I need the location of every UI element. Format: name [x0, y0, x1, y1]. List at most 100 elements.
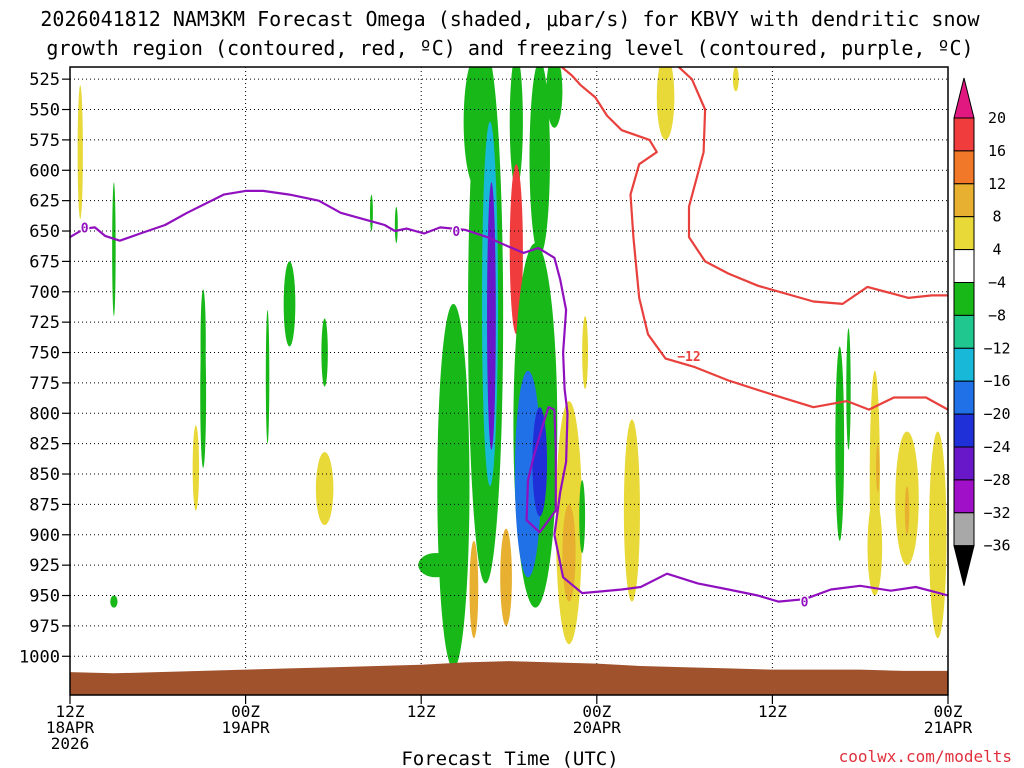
y-tick-label: 875 [29, 495, 60, 515]
chart-title-line2: growth region (contoured, red, ºC) and f… [46, 36, 973, 60]
x-tick-label: 2026 [51, 734, 90, 753]
colorbar-swatch [953, 150, 975, 185]
colorbar-label: 8 [992, 208, 1001, 226]
y-tick-label: 625 [29, 192, 60, 212]
x-tick-label: 12Z [56, 702, 85, 721]
freezing-level-label: 0 [452, 225, 460, 240]
y-tick-label: 775 [29, 374, 60, 394]
isotherm-label: −12 [677, 350, 700, 365]
omega-region [514, 370, 542, 578]
x-tick-label: 18APR [46, 718, 95, 737]
y-tick-label: 700 [29, 283, 60, 303]
colorbar-label: −32 [983, 504, 1010, 522]
y-tick-label: 675 [29, 252, 60, 272]
x-tick-label: 00Z [934, 702, 963, 721]
y-tick-label: 900 [29, 526, 60, 546]
colorbar-label: −8 [988, 306, 1006, 324]
credit-text: coolwx.com/modelts [839, 747, 1012, 766]
colorbar-label: −28 [983, 471, 1010, 489]
omega-region [546, 67, 563, 128]
colorbar-swatch [953, 446, 975, 481]
y-tick-label: 975 [29, 617, 60, 637]
omega-region [283, 261, 296, 347]
colorbar-swatch [953, 249, 975, 284]
contour-labels: −12 0 0 0 [79, 220, 810, 612]
omega-region [532, 407, 548, 517]
terrain-fill [70, 661, 948, 695]
omega-region [418, 553, 454, 578]
omega-region [928, 431, 947, 639]
omega-region [469, 540, 479, 639]
freezing-level-line [525, 406, 557, 534]
omega-region [369, 194, 373, 232]
omega-region [846, 328, 851, 450]
colorbar-swatch [953, 314, 975, 349]
colorbar-bottom-arrow [953, 545, 975, 586]
omega-region [562, 504, 576, 602]
colorbar-swatch [953, 117, 975, 152]
omega-region [579, 480, 586, 553]
omega-region [394, 206, 398, 244]
omega-region [656, 67, 675, 140]
colorbar-label: −20 [983, 405, 1010, 423]
omega-region [509, 67, 523, 189]
x-tick-label: 21APR [924, 718, 973, 737]
x-tick-label: 20APR [573, 718, 622, 737]
omega-region [487, 182, 496, 450]
freezing-level-label: 0 [81, 221, 89, 236]
y-tick-label: 925 [29, 556, 60, 576]
colorbar-label: −24 [983, 438, 1010, 456]
omega-region [869, 370, 880, 590]
omega-region [623, 419, 640, 602]
dgz-isotherm-line [560, 67, 948, 411]
colorbar-top-arrow [953, 77, 975, 119]
y-tick-label: 800 [29, 404, 60, 424]
terrain-surface [70, 661, 948, 695]
colorbar-label: 4 [992, 241, 1001, 259]
colorbar-label: −12 [983, 339, 1010, 357]
omega-region [192, 425, 200, 511]
y-tick-label: 575 [29, 131, 60, 151]
colorbar-label: 12 [988, 175, 1006, 193]
x-axis-title: Forecast Time (UTC) [401, 748, 618, 768]
y-tick-label: 725 [29, 313, 60, 333]
colorbar-swatch [953, 216, 975, 251]
colorbar-label: −36 [983, 537, 1010, 555]
x-tick-label: 00Z [231, 702, 260, 721]
y-tick-label: 600 [29, 161, 60, 181]
colorbar-swatch [953, 183, 975, 218]
omega-region [904, 486, 910, 535]
omega-region [876, 443, 880, 493]
y-tick-label: 1000 [19, 647, 60, 667]
colorbar-label: −16 [983, 372, 1010, 390]
y-tick-label: 750 [29, 344, 60, 364]
y-tick-label: 525 [29, 70, 60, 90]
omega-region [500, 528, 512, 626]
omega-region [321, 318, 328, 387]
omega-region [265, 310, 270, 444]
colorbar-swatch [953, 413, 975, 448]
omega-region [77, 85, 83, 219]
omega-shading [77, 67, 947, 669]
y-axis: 525 550 575 600 625 650 675 700 725 750 775 800 825 8… [19, 70, 70, 667]
y-tick-label: 550 [29, 101, 60, 121]
x-tick-label: 00Z [582, 702, 611, 721]
colorbar-swatch [953, 282, 975, 316]
freezing-level-label: 0 [801, 596, 809, 611]
colorbar-label: 16 [988, 142, 1006, 160]
y-tick-label: 950 [29, 587, 60, 607]
freezing-level-line [70, 189, 948, 603]
colorbar-swatch [953, 380, 975, 415]
contour-lines [70, 67, 948, 603]
x-tick-label: 12Z [758, 702, 787, 721]
omega-region [732, 67, 739, 92]
plot-area [70, 67, 948, 695]
omega-region [315, 452, 334, 526]
omega-region [582, 316, 589, 389]
colorbar: 20 16 12 8 4 −4 −8 −12 −16 −20 −24 −28 −32 −36 [953, 77, 1011, 586]
colorbar-label: 20 [988, 109, 1006, 127]
colorbar-swatch [953, 479, 975, 514]
plot-frame [69, 66, 949, 696]
